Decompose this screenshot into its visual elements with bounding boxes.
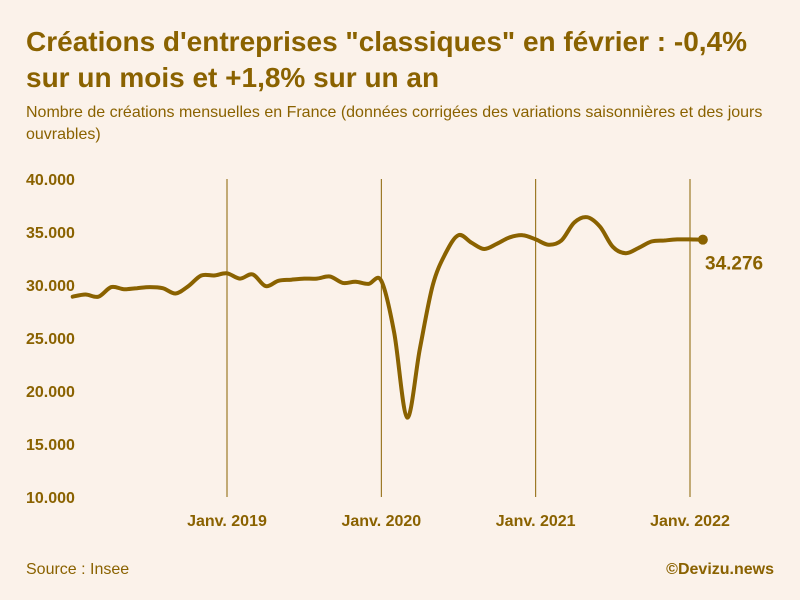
source-note: Source : Insee: [26, 561, 130, 578]
last-value-label: 34.276: [705, 254, 763, 275]
y-tick-label: 15.000: [26, 437, 75, 454]
y-tick-label: 10.000: [26, 490, 75, 507]
y-tick-label: 30.000: [26, 278, 75, 295]
x-tick-label: Janv. 2019: [187, 513, 267, 530]
x-tick-label: Janv. 2021: [496, 513, 576, 530]
x-tick-label: Janv. 2022: [650, 513, 730, 530]
series-line: [70, 215, 705, 420]
credit-label: ©Devizu.news: [666, 561, 774, 578]
y-tick-label: 20.000: [26, 384, 75, 401]
y-tick-label: 40.000: [26, 172, 75, 189]
x-tick-label: Janv. 2020: [341, 513, 421, 530]
last-point-marker: [697, 234, 708, 245]
chart-subtitle: Nombre de créations mensuelles en France…: [26, 104, 763, 143]
y-tick-label: 25.000: [26, 331, 75, 348]
chart-title: Créations d'entreprises "classiques" en …: [26, 26, 748, 93]
y-tick-label: 35.000: [26, 225, 75, 242]
